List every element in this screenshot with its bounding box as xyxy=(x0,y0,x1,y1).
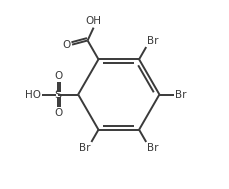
Text: Br: Br xyxy=(147,36,158,46)
Text: Br: Br xyxy=(79,143,90,153)
Text: OH: OH xyxy=(85,16,101,26)
Text: HO: HO xyxy=(25,90,41,99)
Text: Br: Br xyxy=(174,90,185,99)
Text: Br: Br xyxy=(147,143,158,153)
Text: O: O xyxy=(62,40,70,50)
Text: S: S xyxy=(55,90,62,99)
Text: O: O xyxy=(54,71,62,81)
Text: O: O xyxy=(54,108,62,118)
